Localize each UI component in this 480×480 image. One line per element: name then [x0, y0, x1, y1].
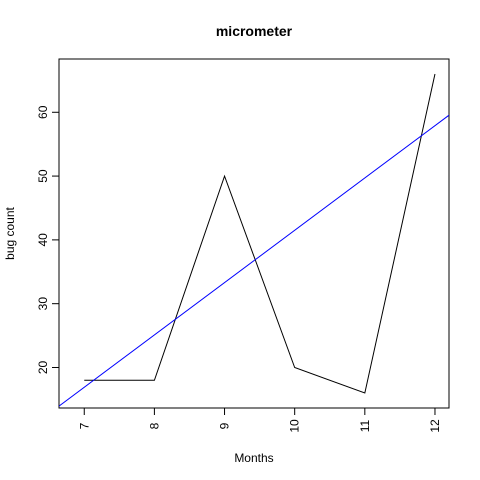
x-tick-label: 10	[288, 419, 302, 433]
chart-title: micrometer	[216, 23, 293, 39]
x-axis: 7 8 9 10 11 12	[77, 407, 442, 433]
y-axis-label: bug count	[3, 206, 17, 259]
plot-area-frame	[58, 58, 450, 409]
x-tick-label: 9	[218, 422, 232, 429]
y-tick-label: 30	[36, 297, 50, 311]
y-tick-label: 20	[36, 360, 50, 374]
x-tick-label: 11	[358, 419, 372, 432]
series-line-0	[84, 73, 436, 394]
x-tick-label: 7	[77, 422, 91, 429]
x-axis-label: Months	[234, 451, 273, 465]
x-tick-label: 12	[428, 419, 442, 433]
y-tick-label: 60	[36, 105, 50, 119]
trend-line	[59, 114, 449, 407]
y-tick-label: 40	[36, 233, 50, 247]
x-tick-label: 8	[147, 422, 161, 429]
y-tick-label: 50	[36, 169, 50, 183]
y-axis: 20 30 40 50 60	[36, 105, 60, 374]
